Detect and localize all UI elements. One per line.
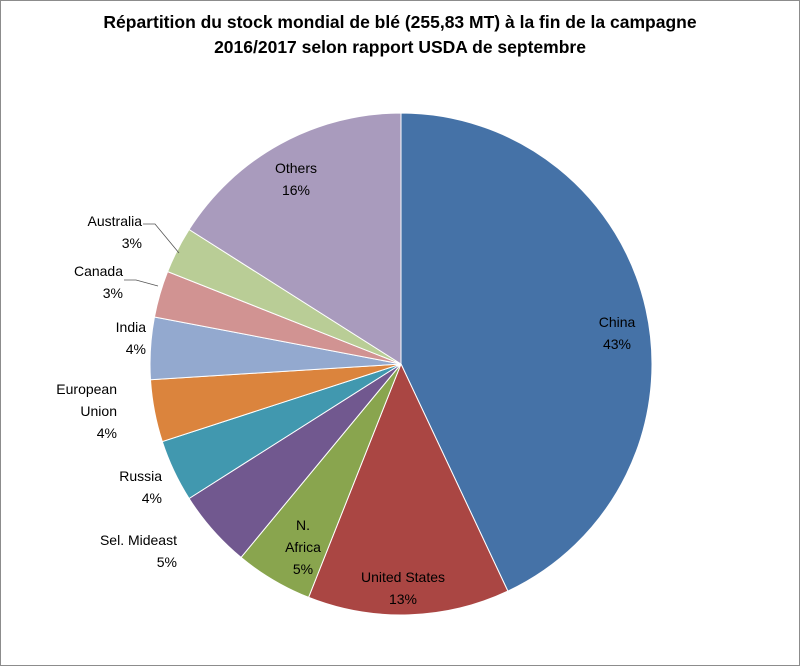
slice-label-russia: Russia 4% <box>119 468 162 506</box>
slice-label-european-union: European Union 4% <box>56 381 117 441</box>
slice-label-australia: Australia 3% <box>88 213 143 251</box>
slice-label-china: China 43% <box>599 314 636 352</box>
chart-title-line-1: Répartition du stock mondial de blé (255… <box>103 12 697 32</box>
chart-title-line-2: 2016/2017 selon rapport USDA de septembr… <box>214 37 586 57</box>
pie-slice-united-states <box>307 362 509 616</box>
slice-label-others: Others 16% <box>275 160 317 198</box>
chart-title: Répartition du stock mondial de blé (255… <box>0 10 800 60</box>
slice-label-canada: Canada 3% <box>74 263 123 301</box>
pie-slice-others <box>188 112 402 365</box>
leader-line-canada <box>124 279 159 287</box>
pie-slice-china <box>400 112 653 592</box>
slice-label-india: India 4% <box>116 319 147 357</box>
slice-label-sel-mideast: Sel. Mideast 5% <box>100 532 177 570</box>
leader-line-australia <box>143 223 180 254</box>
slice-label-n-africa: N. Africa 5% <box>285 517 321 577</box>
slice-label-united-states: United States 13% <box>361 569 445 607</box>
